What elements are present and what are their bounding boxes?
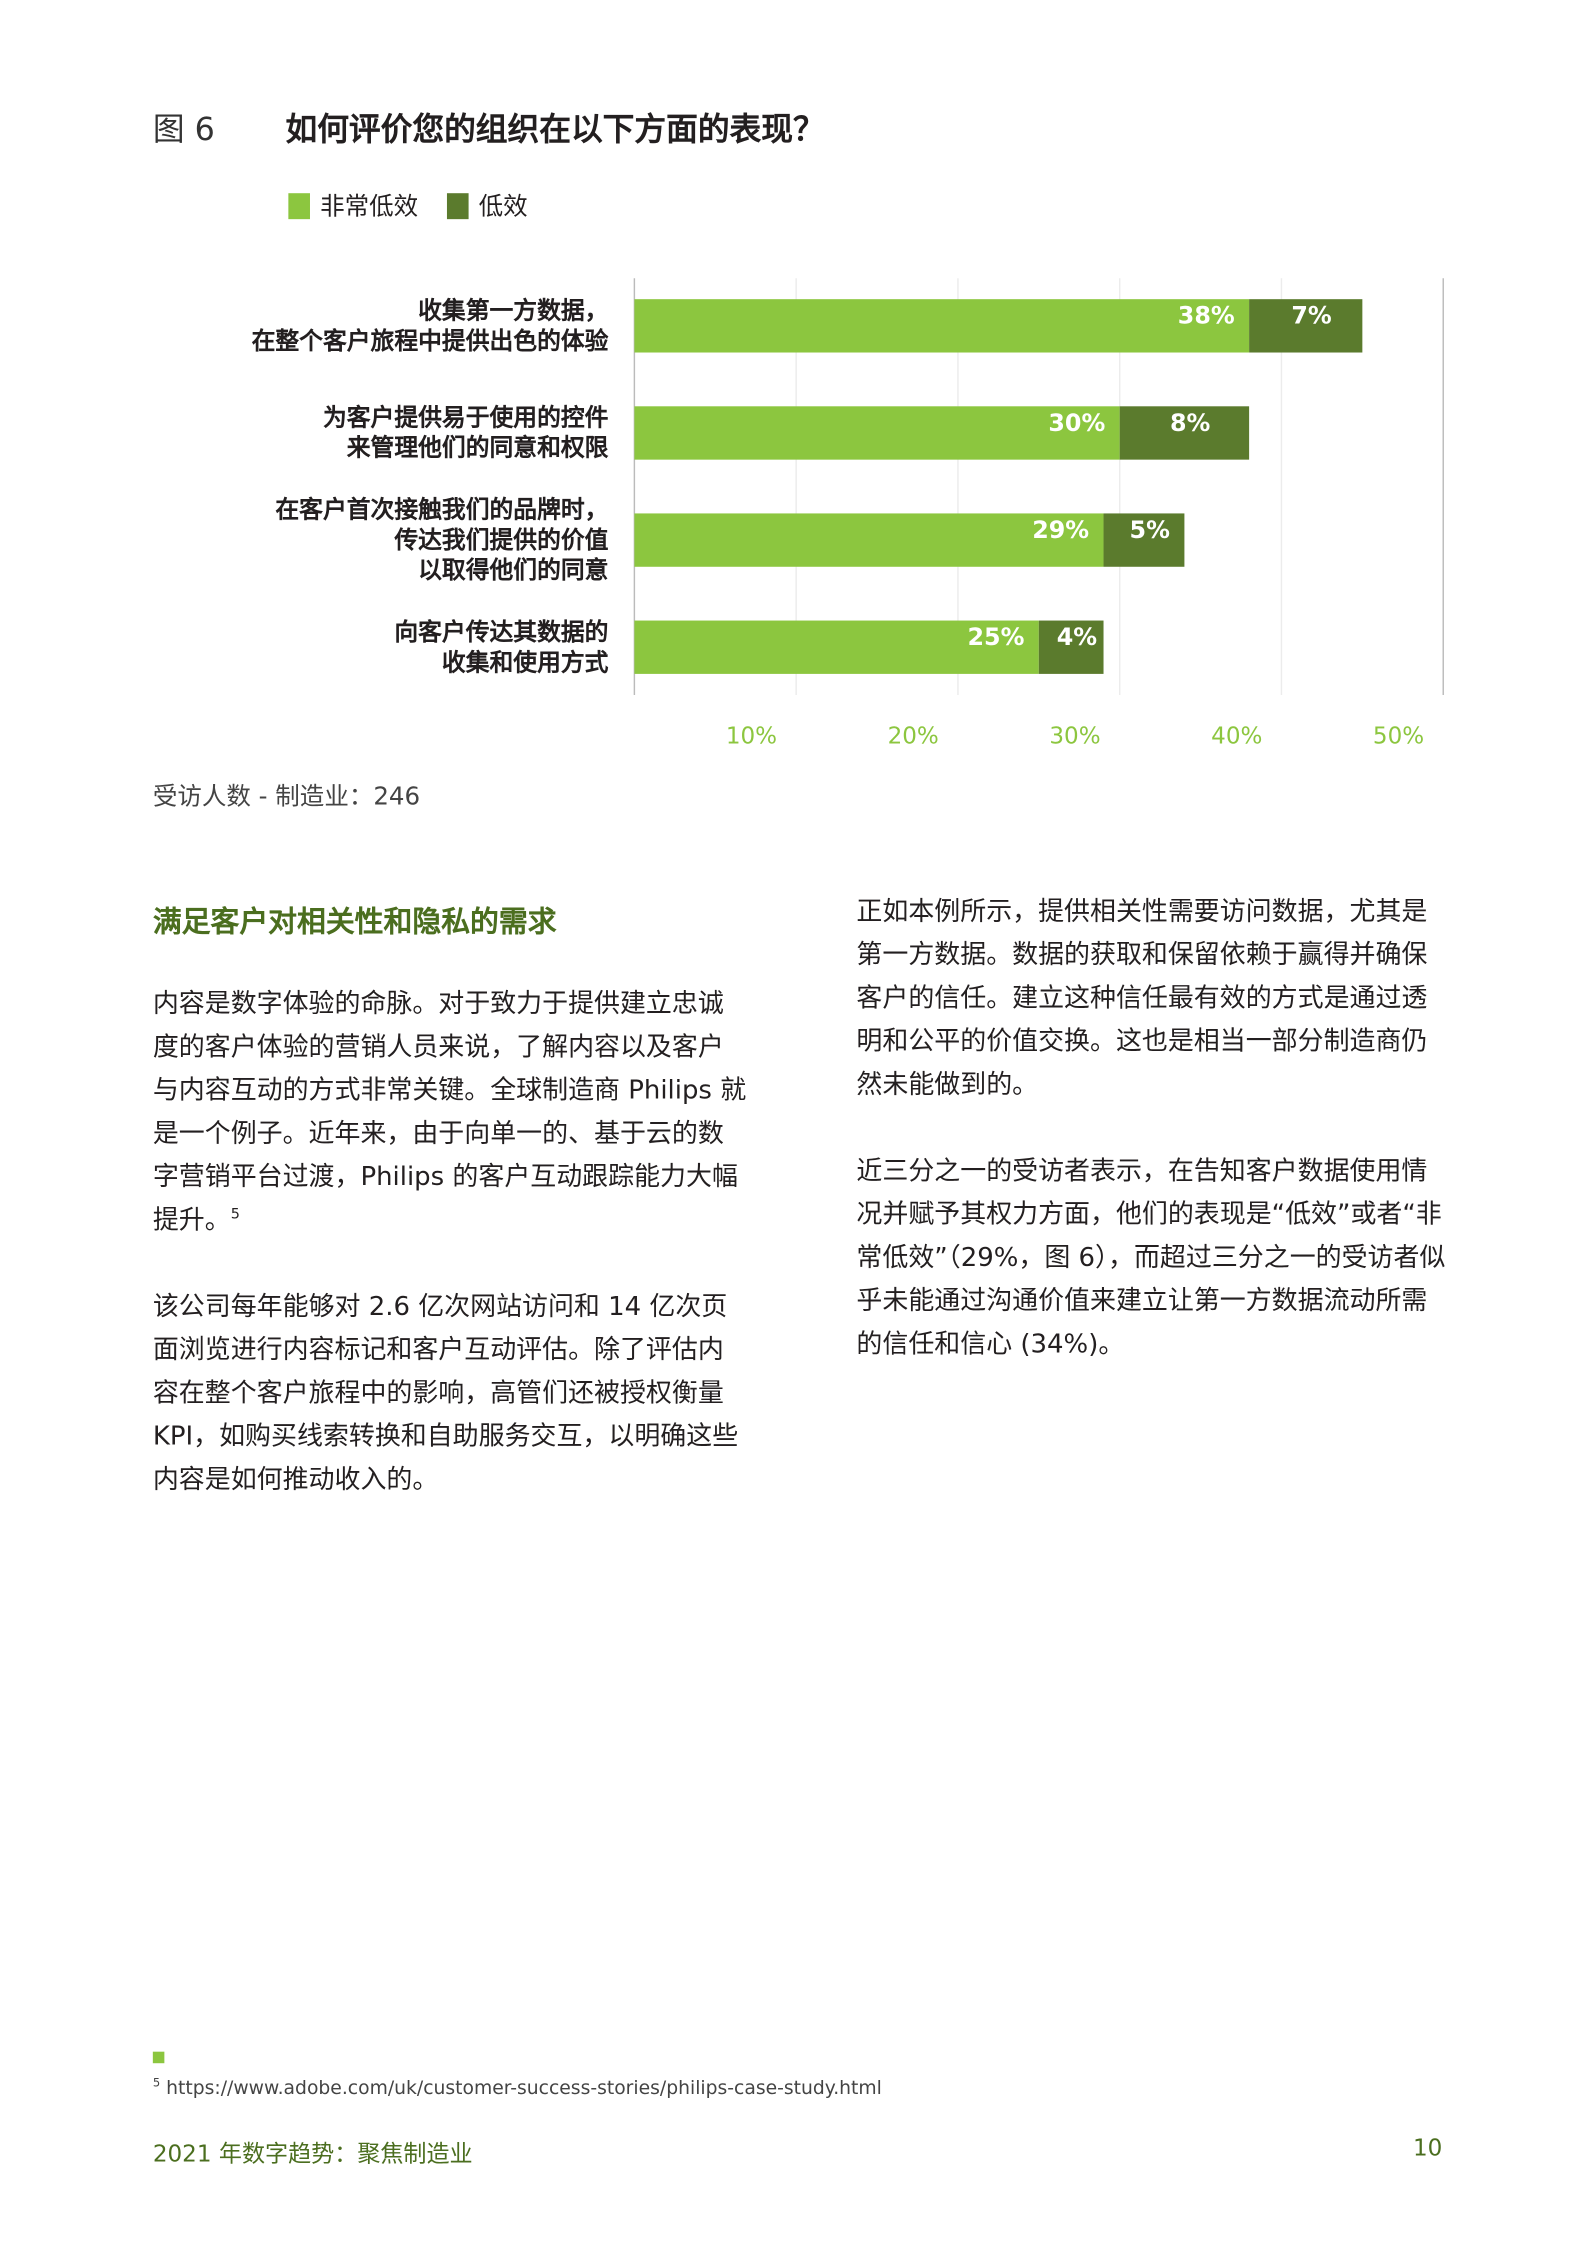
x-tick-label: 10% (726, 723, 777, 749)
paragraph: 内容是数字体验的命脉。对于致力于提供建立忠诚度的客户体验的营销人员来说，了解内容… (153, 983, 747, 1243)
bar-segment (634, 513, 1104, 567)
bar-segment (634, 620, 1039, 674)
category-label: 在客户首次接触我们的品牌时， 传达我们提供的价值 以取得他们的同意 (275, 496, 609, 585)
figure-title: 如何评价您的组织在以下方面的表现？ (285, 112, 825, 149)
category-label: 向客户传达其数据的 收集和使用方式 (394, 618, 609, 677)
value-label: 38% (1178, 302, 1235, 330)
legend-label: 低效 (479, 192, 528, 221)
bar-segment (1038, 620, 1104, 674)
value-label: 4% (1057, 623, 1098, 651)
paragraph: 正如本例所示，提供相关性需要访问数据，尤其是第一方数据。数据的获取和保留依赖于赢… (856, 896, 1428, 1101)
bar-segment (1103, 513, 1185, 567)
paragraph: 该公司每年能够对 2.6 亿次网站访问和 14 亿次页面浏览进行内容标记和客户互… (152, 1291, 739, 1496)
category-label: 为客户提供易于使用的控件 来管理他们的同意和权限 (322, 404, 609, 462)
paragraph-text: 内容是数字体验的命脉。对于致力于提供建立忠诚度的客户体验的营销人员来说，了解内容… (152, 989, 747, 1236)
footnote-url: https://www.adobe.com/uk/customer-succes… (166, 2078, 882, 2100)
figure-label: 图 6 (152, 112, 215, 149)
value-label: 30% (1048, 409, 1105, 437)
footer-title: 2021 年数字趋势：聚焦制造业 (152, 2139, 473, 2168)
value-label: 29% (1032, 516, 1089, 544)
bar-segment (634, 406, 1120, 460)
chart: 非常低效 低效 10% 20% 30% 40% 50% 38% 7% 30% 8% 29% 5% 25% 4… (288, 192, 1444, 749)
bar-segment (1119, 406, 1250, 460)
footnote-number: 5 (152, 2076, 161, 2090)
footnote-marker (152, 2051, 165, 2064)
section-heading: 满足客户对相关性和隐私的需求 (152, 904, 557, 939)
x-tick-label: 50% (1373, 723, 1424, 749)
paragraph: 近三分之一的受访者表示，在告知客户数据使用情况并赋予其权力方面，他们的表现是“低… (856, 1156, 1446, 1360)
legend-label: 非常低效 (320, 192, 418, 221)
x-tick-label: 20% (888, 723, 939, 749)
legend-swatch (446, 193, 469, 220)
left-column: 内容是数字体验的命脉。对于致力于提供建立忠诚度的客户体验的营销人员来说，了解内容… (153, 983, 747, 1545)
bar-segment (1249, 299, 1363, 353)
legend-swatch (288, 193, 310, 220)
footnote: 5 https://www.adobe.com/uk/customer-succ… (153, 2076, 882, 2100)
value-label: 8% (1170, 409, 1211, 437)
page-number: 10 (1412, 2133, 1443, 2162)
bar-segment (634, 299, 1250, 353)
chart-note: 受访人数 - 制造业：246 (152, 782, 421, 812)
value-label: 7% (1291, 302, 1332, 330)
right-column: 正如本例所示，提供相关性需要访问数据，尤其是第一方数据。数据的获取和保留依赖于赢… (856, 891, 1450, 1410)
footnote-ref: 5 (230, 1206, 240, 1223)
value-label: 5% (1130, 516, 1171, 544)
category-label: 收集第一方数据， 在整个客户旅程中提供出色的体验 (251, 297, 609, 355)
x-tick-label: 30% (1049, 723, 1100, 749)
value-label: 25% (968, 623, 1025, 651)
x-tick-label: 40% (1211, 723, 1262, 749)
